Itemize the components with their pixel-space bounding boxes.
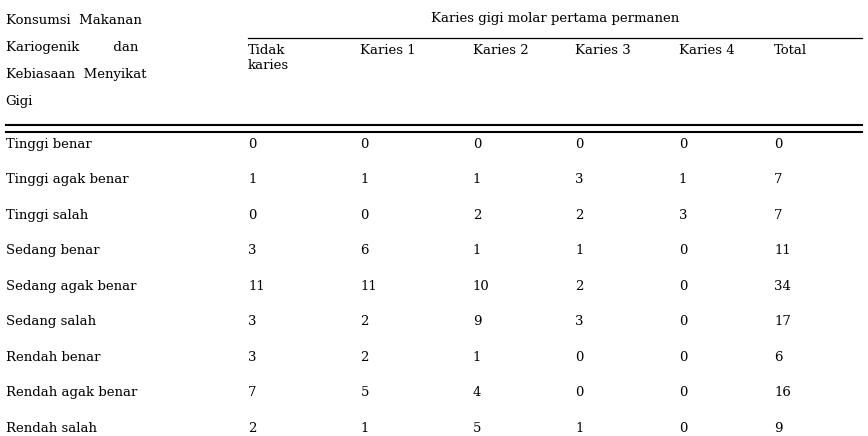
Text: 7: 7 [248, 386, 256, 399]
Text: 1: 1 [473, 174, 482, 187]
Text: 3: 3 [575, 174, 583, 187]
Text: 3: 3 [248, 351, 256, 364]
Text: 2: 2 [360, 315, 369, 328]
Text: 16: 16 [774, 386, 791, 399]
Text: 2: 2 [248, 422, 256, 435]
Text: 9: 9 [774, 422, 783, 435]
Text: Tinggi benar: Tinggi benar [6, 138, 91, 151]
Text: Karies 2: Karies 2 [473, 44, 529, 57]
Text: 0: 0 [248, 209, 256, 222]
Text: 1: 1 [575, 422, 583, 435]
Text: 5: 5 [360, 386, 369, 399]
Text: 1: 1 [679, 174, 687, 187]
Text: 11: 11 [360, 280, 378, 293]
Text: Tidak
karies: Tidak karies [248, 44, 289, 72]
Text: Sedang agak benar: Sedang agak benar [6, 280, 136, 293]
Text: 6: 6 [774, 351, 783, 364]
Text: 0: 0 [473, 138, 482, 151]
Text: 2: 2 [360, 351, 369, 364]
Text: 7: 7 [774, 209, 783, 222]
Text: Sedang benar: Sedang benar [6, 244, 99, 257]
Text: Tinggi salah: Tinggi salah [6, 209, 88, 222]
Text: 0: 0 [679, 315, 687, 328]
Text: 2: 2 [575, 209, 583, 222]
Text: 0: 0 [679, 280, 687, 293]
Text: 1: 1 [248, 174, 256, 187]
Text: 11: 11 [248, 280, 265, 293]
Text: 0: 0 [575, 386, 583, 399]
Text: Rendah benar: Rendah benar [6, 351, 100, 364]
Text: 1: 1 [575, 244, 583, 257]
Text: Karies gigi molar pertama permanen: Karies gigi molar pertama permanen [431, 12, 680, 25]
Text: 5: 5 [473, 422, 482, 435]
Text: Gigi: Gigi [6, 95, 33, 108]
Text: 0: 0 [679, 351, 687, 364]
Text: 9: 9 [473, 315, 482, 328]
Text: 4: 4 [473, 386, 482, 399]
Text: Karies 4: Karies 4 [679, 44, 734, 57]
Text: Sedang salah: Sedang salah [6, 315, 95, 328]
Text: 3: 3 [679, 209, 687, 222]
Text: 0: 0 [575, 138, 583, 151]
Text: 17: 17 [774, 315, 791, 328]
Text: 0: 0 [774, 138, 782, 151]
Text: 34: 34 [774, 280, 791, 293]
Text: 3: 3 [248, 315, 256, 328]
Text: Kariogenik        dan: Kariogenik dan [6, 41, 138, 54]
Text: 0: 0 [679, 244, 687, 257]
Text: Total: Total [774, 44, 807, 57]
Text: 0: 0 [575, 351, 583, 364]
Text: 7: 7 [774, 174, 783, 187]
Text: 0: 0 [360, 209, 369, 222]
Text: 1: 1 [473, 244, 482, 257]
Text: 1: 1 [473, 351, 482, 364]
Text: 0: 0 [679, 422, 687, 435]
Text: Karies 3: Karies 3 [575, 44, 631, 57]
Text: 1: 1 [360, 174, 369, 187]
Text: Tinggi agak benar: Tinggi agak benar [6, 174, 128, 187]
Text: Rendah agak benar: Rendah agak benar [6, 386, 137, 399]
Text: 3: 3 [248, 244, 256, 257]
Text: Rendah salah: Rendah salah [6, 422, 96, 435]
Text: 0: 0 [360, 138, 369, 151]
Text: 0: 0 [248, 138, 256, 151]
Text: 3: 3 [575, 315, 583, 328]
Text: 11: 11 [774, 244, 791, 257]
Text: 1: 1 [360, 422, 369, 435]
Text: Konsumsi  Makanan: Konsumsi Makanan [6, 14, 141, 27]
Text: 6: 6 [360, 244, 369, 257]
Text: Kebiasaan  Menyikat: Kebiasaan Menyikat [6, 68, 146, 81]
Text: Karies 1: Karies 1 [360, 44, 416, 57]
Text: 2: 2 [575, 280, 583, 293]
Text: 0: 0 [679, 138, 687, 151]
Text: 2: 2 [473, 209, 482, 222]
Text: 0: 0 [679, 386, 687, 399]
Text: 10: 10 [473, 280, 490, 293]
